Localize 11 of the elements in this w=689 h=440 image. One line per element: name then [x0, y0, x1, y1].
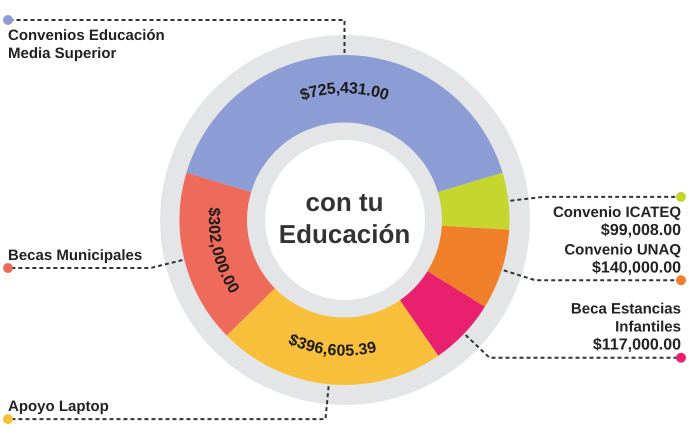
slice-label: Beca Estancias Infantiles [570, 300, 681, 336]
legend-label: Convenios Educación Media Superior [8, 27, 165, 62]
legend-label: Convenio ICATEQ [552, 204, 682, 221]
data-label: $140,000.00 [592, 259, 682, 276]
data-label: $99,008.00 [600, 222, 682, 239]
slice-label: Convenio UNAQ [564, 241, 682, 258]
data-label: $117,000.00 [592, 336, 682, 354]
text: $396,605.39 [286, 331, 378, 360]
slice-label: Becas Municipales [8, 247, 142, 264]
slice-label: Apoyo Laptop [8, 398, 109, 416]
text: con tu Educación [278, 187, 410, 250]
